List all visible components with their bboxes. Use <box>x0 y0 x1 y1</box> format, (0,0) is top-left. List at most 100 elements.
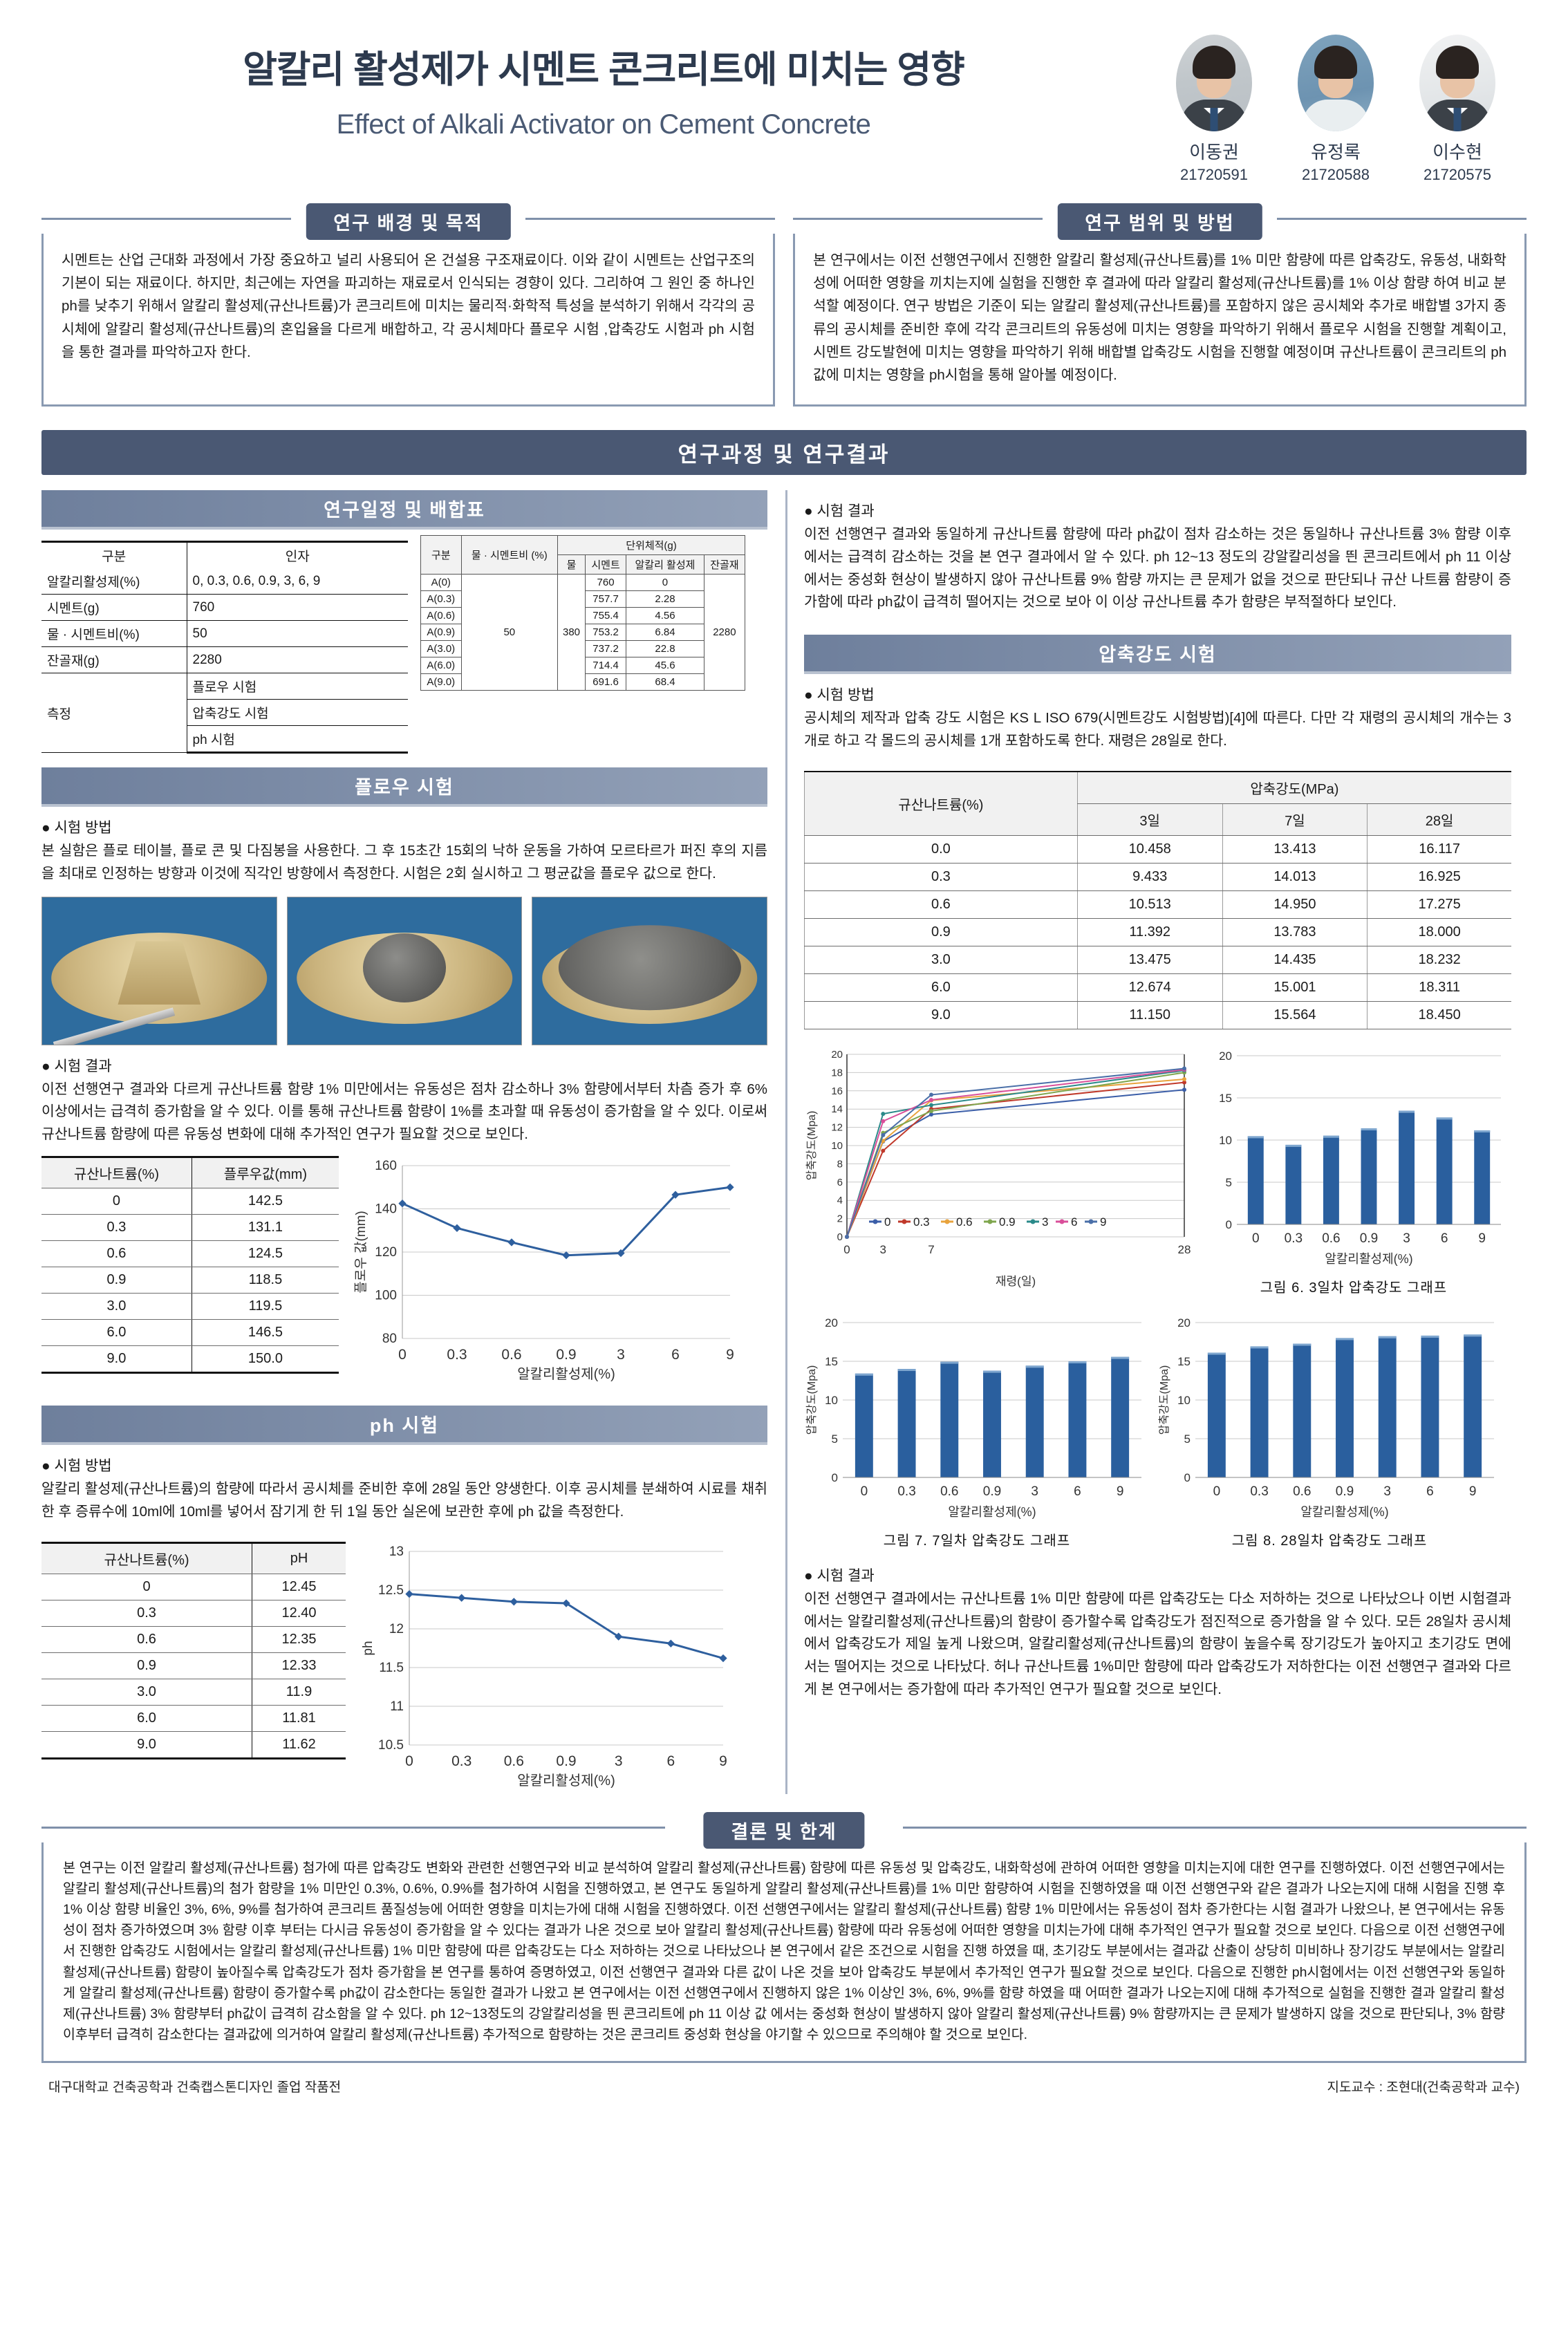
unit-activator: 6.84 <box>626 624 704 641</box>
author-card: 이수현 21720575 <box>1409 35 1506 184</box>
svg-text:0.3: 0.3 <box>447 1347 467 1363</box>
str-d28: 18.450 <box>1367 1001 1511 1029</box>
table-row: 0.3 12.40 <box>41 1600 346 1627</box>
svg-text:16: 16 <box>831 1085 843 1097</box>
svg-text:10: 10 <box>831 1140 843 1152</box>
svg-text:0.9: 0.9 <box>983 1484 1001 1499</box>
scope-header: 연구 범위 및 방법 <box>793 203 1527 240</box>
author-name: 유정록 <box>1311 142 1361 162</box>
ph-val: 12.33 <box>252 1652 346 1679</box>
background-header: 연구 배경 및 목적 <box>41 203 775 240</box>
ph-cat: 9.0 <box>41 1731 252 1760</box>
avatar <box>1419 35 1495 131</box>
svg-text:5: 5 <box>832 1432 838 1446</box>
flow-chart-svg: 80 100 120 140 160 0 0.3 0.6 0.9 3 6 9 알칼리활성제(%) 플로우 … <box>353 1159 734 1382</box>
flow-val: 142.5 <box>191 1188 339 1215</box>
unit-cement: 737.2 <box>584 640 627 657</box>
factor-value: 0, 0.3, 0.6, 0.9, 3, 6, 9 <box>186 568 408 595</box>
svg-text:알칼리활성제(%): 알칼리활성제(%) <box>517 1773 615 1789</box>
ph-method-label: ● 시험 방법 <box>41 1457 112 1474</box>
right-column: ● 시험 결과 이전 선행연구 결과와 동일하게 규산나트륨 함량에 따라 ph… <box>785 490 1511 1794</box>
str-d3: 12.674 <box>1076 973 1223 1002</box>
svg-text:11.5: 11.5 <box>379 1661 404 1675</box>
ph-val: 11.9 <box>252 1679 346 1706</box>
svg-text:12: 12 <box>389 1622 404 1636</box>
svg-text:0: 0 <box>398 1347 407 1363</box>
svg-text:8: 8 <box>837 1158 843 1170</box>
str-d7: 13.783 <box>1222 918 1368 946</box>
svg-text:5: 5 <box>1184 1432 1191 1446</box>
ph-bar-title: ph 시험 <box>41 1405 767 1445</box>
poster-footer: 대구대학교 건축공학과 건축캡스톤디자인 졸업 작품전 지도교수 : 조현대(건… <box>0 2063 1568 2096</box>
table-row: 9.0 11.62 <box>41 1731 346 1760</box>
unit-volume-table: 구분 물 · 시멘트비 (%) 단위체적(g) 물 시멘트 알칼리 활성제 잔골… <box>420 535 746 691</box>
conclusion-text: 본 연구는 이전 알칼리 활성제(규산나트륨) 첨가에 따른 압축강도 변화와 … <box>63 1860 1505 2043</box>
svg-text:알칼리활성제(%): 알칼리활성제(%) <box>517 1366 615 1382</box>
svg-text:0.3: 0.3 <box>1250 1484 1268 1499</box>
conclusion-body: 본 연구는 이전 알칼리 활성제(규산나트륨) 첨가에 따른 압축강도 변화와 … <box>41 1842 1527 2063</box>
flow-result-text: 이전 선행연구 결과와 다르게 규산나트륨 함량 1% 미만에서는 유동성은 점… <box>41 1081 767 1143</box>
unit-th-activator: 알칼리 활성제 <box>626 554 704 575</box>
table-row: 0.6 12.35 <box>41 1626 346 1653</box>
strength-result-label: ● 시험 결과 <box>804 1567 875 1584</box>
svg-text:14: 14 <box>831 1103 843 1115</box>
svg-text:재령(일): 재령(일) <box>996 1275 1036 1288</box>
measure-item: ph 시험 <box>186 725 408 754</box>
svg-text:0.3: 0.3 <box>451 1753 472 1769</box>
factor-label: 시멘트(g) <box>41 594 187 621</box>
unit-th-wc: 물 · 시멘트비 (%) <box>460 535 559 575</box>
age-strength-chart: 0 2 4 6 8 10 12 14 16 18 20 0 3 7 28 재령(일) 압축강도(Mpa) 0 0.3… <box>804 1047 1191 1293</box>
str-d7: 14.435 <box>1222 946 1368 974</box>
poster-header: 알칼리 활성제가 시멘트 콘크리트에 미치는 영향 Effect of Alka… <box>0 0 1568 184</box>
svg-text:0: 0 <box>884 1215 890 1229</box>
age-strength-svg: 0 2 4 6 8 10 12 14 16 18 20 0 3 7 28 재령(일) 압축강도(Mpa) 0 0.3… <box>805 1049 1191 1288</box>
str-d3: 11.150 <box>1076 1001 1223 1029</box>
unit-cement: 691.6 <box>584 673 627 691</box>
ph-result-text: 이전 선행연구 결과와 동일하게 규산나트륨 함량에 따라 ph값이 점차 감소… <box>804 526 1511 610</box>
flow-result-label: ● 시험 결과 <box>41 1058 112 1074</box>
table-row: A(0.9) 753.2 6.84 <box>420 624 745 641</box>
table-row: 6.0 11.81 <box>41 1705 346 1732</box>
str-d7: 15.001 <box>1222 973 1368 1002</box>
svg-text:플로우 값(mm): 플로우 값(mm) <box>353 1211 368 1294</box>
table-row: 9.0 150.0 <box>41 1345 339 1374</box>
table-row: 0.6 124.5 <box>41 1240 339 1267</box>
svg-text:4: 4 <box>837 1195 843 1206</box>
str-d7: 15.564 <box>1222 1001 1368 1029</box>
str-d3: 9.433 <box>1076 863 1223 891</box>
flow-th-0: 규산나트륨(%) <box>41 1155 192 1188</box>
unit-activator: 68.4 <box>626 673 704 691</box>
unit-cement: 753.2 <box>584 624 627 641</box>
bar-28day-svg: 0 5 10 15 20 0 0.3 0.6 0.9 3 6 9 알칼리활성제(%) 압축강도(Mpa) <box>1158 1316 1494 1519</box>
background-text: 시멘트는 산업 근대화 과정에서 가장 중요하고 널리 사용되어 온 건설용 구… <box>62 252 755 360</box>
svg-text:0: 0 <box>1184 1471 1191 1484</box>
svg-text:압축강도(Mpa): 압축강도(Mpa) <box>805 1365 818 1435</box>
svg-text:13: 13 <box>389 1544 404 1559</box>
flow-photo-row <box>41 896 768 1045</box>
svg-text:0.3: 0.3 <box>897 1484 915 1499</box>
svg-text:알칼리활성제(%): 알칼리활성제(%) <box>948 1505 1036 1519</box>
svg-text:20: 20 <box>1219 1049 1232 1063</box>
svg-text:9: 9 <box>1117 1484 1124 1499</box>
factor-label: 물 · 시멘트비(%) <box>41 620 187 647</box>
svg-text:10: 10 <box>1219 1134 1232 1147</box>
ph-val: 11.62 <box>252 1731 346 1760</box>
unit-wc-value: 50 <box>460 574 559 691</box>
svg-text:3: 3 <box>617 1347 625 1363</box>
table-row: 0.3 9.433 14.013 16.925 <box>804 863 1511 891</box>
flow-cat: 9.0 <box>41 1345 192 1374</box>
svg-text:압축강도(Mpa): 압축강도(Mpa) <box>805 1110 818 1180</box>
table-row: 알칼리활성제(%) 0, 0.3, 0.6, 0.9, 3, 6, 9 <box>41 568 408 595</box>
bar-28day-chart: 0 5 10 15 20 0 0.3 0.6 0.9 3 6 9 알칼리활성제(%) 압축강도(Mpa) … <box>1157 1314 1502 1549</box>
flow-cat: 6.0 <box>41 1319 192 1346</box>
ph-th-1: pH <box>252 1541 346 1574</box>
svg-text:9: 9 <box>1100 1215 1106 1229</box>
factor-table: 구분 인자 알칼리활성제(%) 0, 0.3, 0.6, 0.9, 3, 6, … <box>41 541 408 754</box>
svg-text:10: 10 <box>1177 1394 1191 1407</box>
table-row: A(9.0) 691.6 68.4 <box>420 673 745 691</box>
unit-th-agg: 잔골재 <box>703 554 746 575</box>
unit-cement: 757.7 <box>584 590 627 608</box>
scope-body: 본 연구에서는 이전 선행연구에서 진행한 알칼리 활성제(규산나트륨)를 1%… <box>793 234 1527 407</box>
factor-label: 알칼리활성제(%) <box>41 568 187 595</box>
table-row: 3.0 119.5 <box>41 1293 339 1320</box>
